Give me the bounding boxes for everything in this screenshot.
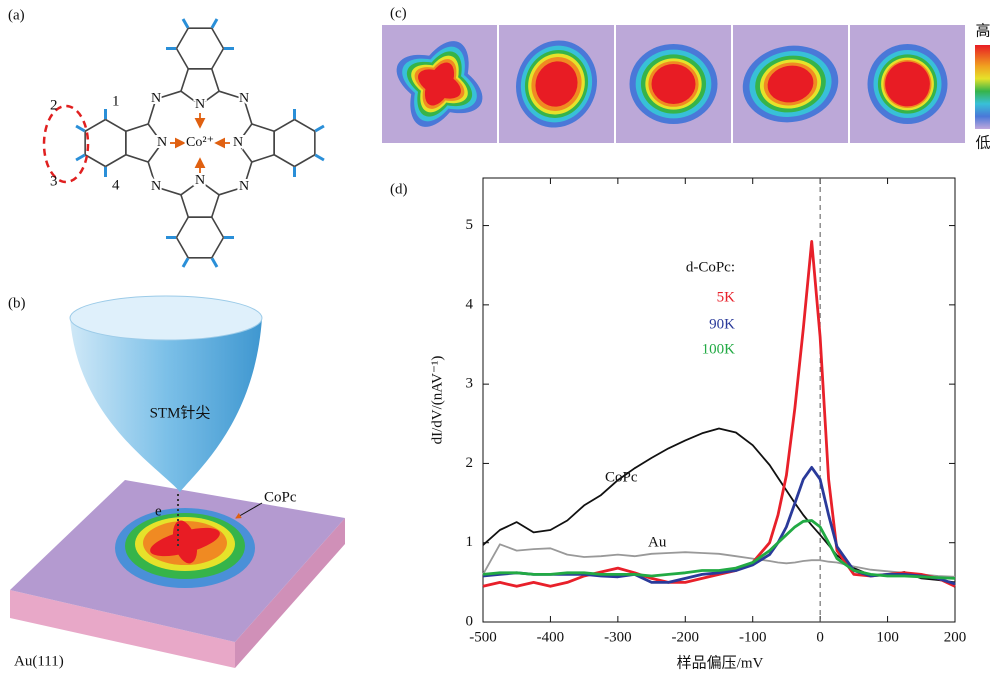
hydrogen: [315, 155, 324, 160]
molecule-label: CoPc: [264, 489, 297, 505]
y-tick-label: 3: [466, 376, 474, 392]
legend-entry: 90K: [709, 316, 735, 332]
panel-a: N N N N N N N N Co²⁺: [44, 19, 324, 267]
hydrogen: [315, 126, 324, 131]
panel-label: (c): [390, 5, 407, 21]
hydrogen: [183, 258, 188, 267]
bond: [212, 49, 224, 69]
x-tick-label: 100: [876, 629, 899, 645]
hydrogen: [212, 258, 217, 267]
atom-label: N: [157, 135, 167, 150]
series-annotation: CoPc: [605, 469, 638, 485]
hydrogen: [212, 19, 217, 28]
atom-label: N: [195, 97, 205, 112]
bond: [126, 124, 148, 131]
bond: [212, 195, 219, 217]
bond: [106, 155, 126, 167]
series-annotation: Au: [648, 534, 667, 550]
position-label: 3: [50, 173, 58, 189]
bond: [252, 124, 274, 131]
legend-entry: 100K: [702, 341, 736, 357]
bond: [85, 120, 105, 132]
panel-d: -500 -400 -300 -200 -100 0 100 200 0 1 2 3 4 5 CoPc Au 5…: [466, 178, 967, 645]
panel-label: (b): [8, 295, 26, 311]
bond: [274, 120, 294, 132]
x-tick-label: -500: [469, 629, 497, 645]
bond: [85, 155, 105, 167]
bond: [181, 195, 188, 217]
bond: [274, 155, 294, 167]
y-tick-label: 0: [466, 613, 474, 629]
x-tick-label: -400: [537, 629, 565, 645]
bond: [177, 28, 189, 48]
bond: [212, 238, 224, 258]
hydrogen: [76, 126, 85, 131]
y-tick-label: 2: [466, 455, 474, 471]
substrate-label: Au(111): [14, 653, 64, 669]
bond: [106, 120, 126, 132]
x-tick-label: -300: [604, 629, 632, 645]
figure: N N N N N N N N Co²⁺ -500 -400 -300 -200 -100 0 100 200…: [0, 0, 996, 678]
panel-label: (a): [8, 7, 25, 23]
atom-label: N: [239, 91, 249, 106]
position-label: 4: [112, 177, 120, 193]
bond: [295, 155, 315, 167]
atom-label: N: [233, 135, 243, 150]
x-tick-label: 200: [944, 629, 967, 645]
colorbar-low: 低: [975, 134, 990, 151]
panel-b: [10, 296, 345, 668]
legend-entry: 5K: [717, 289, 736, 305]
legend-title: d-CoPc:: [686, 259, 735, 275]
y-axis-label: dI/dV/(nAV⁻¹): [429, 356, 445, 445]
x-tick-label: -200: [672, 629, 700, 645]
electron-label: e: [155, 503, 162, 519]
position-label: 1: [112, 93, 120, 109]
series-line: [483, 429, 955, 583]
bond: [252, 155, 274, 162]
atom-label: N: [239, 179, 249, 194]
y-tick-label: 4: [466, 296, 474, 312]
bond: [177, 49, 189, 69]
contour: [885, 62, 930, 107]
bond: [212, 69, 219, 91]
series-line: [483, 467, 955, 584]
colorbar-high: 高: [975, 22, 990, 39]
position-label: 2: [50, 97, 58, 113]
y-tick-label: 1: [466, 534, 474, 550]
plot-frame: [483, 178, 955, 622]
atom-label: N: [151, 179, 161, 194]
stm-tip-top: [70, 296, 262, 340]
x-tick-label: 0: [816, 629, 824, 645]
y-tick-label: 5: [466, 217, 474, 233]
bond: [177, 238, 189, 258]
atom-label: N: [151, 91, 161, 106]
atom-label: Co²⁺: [186, 135, 214, 150]
x-axis-label: 样品偏压/mV: [677, 654, 764, 671]
tip-label: STM针尖: [150, 404, 211, 421]
colorbar: [975, 45, 990, 129]
x-tick-label: -100: [739, 629, 767, 645]
panel-c: [382, 25, 990, 143]
hydrogen: [183, 19, 188, 28]
bond: [295, 120, 315, 132]
contour: [652, 64, 696, 104]
bond: [212, 217, 224, 237]
panel-label: (d): [390, 181, 408, 197]
atom-label: N: [195, 173, 205, 188]
bond: [181, 69, 188, 91]
hydrogen: [76, 155, 85, 160]
bond: [212, 28, 224, 48]
highlight-circle: [44, 106, 88, 182]
bond: [126, 155, 148, 162]
bond: [177, 217, 189, 237]
